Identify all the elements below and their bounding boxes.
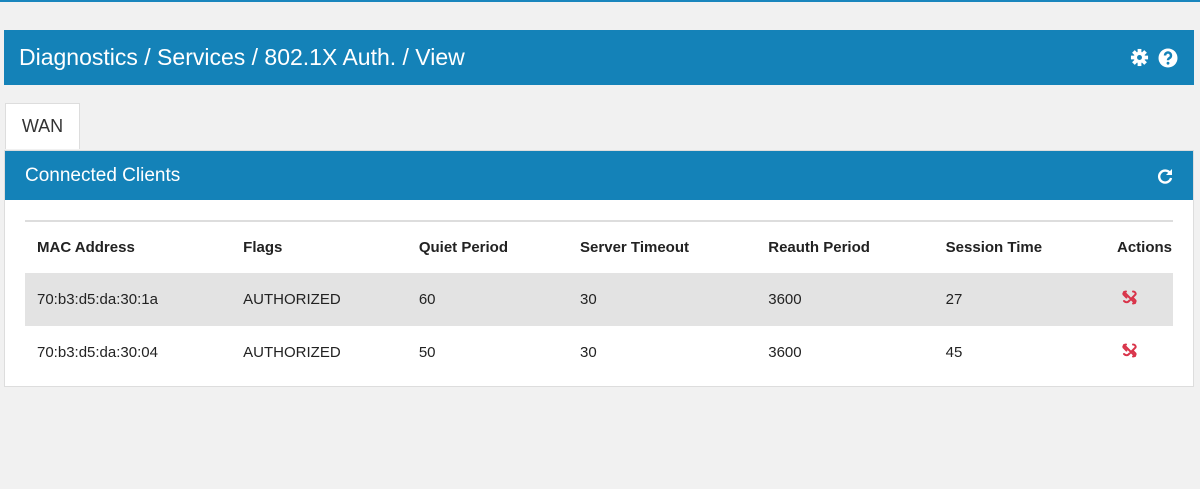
table-cell: 30 xyxy=(580,344,597,361)
column-header: Quiet Period xyxy=(418,239,509,256)
connected-clients-panel: Connected Clients MAC Address Flags Quiet … xyxy=(4,150,1194,387)
table-row: 70:b3:d5:da:30:1a AUTHORIZED 60 30 3600 27 xyxy=(25,273,1173,326)
unlink-icon[interactable] xyxy=(1121,289,1138,306)
top-border xyxy=(0,0,1200,2)
table-cell: 27 xyxy=(933,273,1105,326)
panel-title: Connected Clients xyxy=(25,164,181,186)
refresh-icon[interactable] xyxy=(1157,168,1173,184)
question-circle-icon[interactable] xyxy=(1158,48,1178,68)
table-cell: 70:b3:d5:da:30:1a xyxy=(25,273,232,326)
table-cell: 45 xyxy=(945,344,963,361)
column-header: Reauth Period xyxy=(768,239,870,256)
table-cell: 50 xyxy=(418,344,436,361)
table-cell: AUTHORIZED xyxy=(243,344,341,361)
page-header: Diagnostics / Services / 802.1X Auth. / … xyxy=(4,30,1194,85)
column-header: Session Time xyxy=(945,239,1043,256)
gear-icon[interactable] xyxy=(1130,48,1149,67)
clients-table: MAC Address Flags Quiet Period Server Timeo… xyxy=(25,220,1173,379)
column-header: Server Timeout xyxy=(580,239,689,256)
tab-wan[interactable]: WAN xyxy=(5,103,80,149)
table-cell: 3600 xyxy=(768,344,802,361)
unlink-icon[interactable] xyxy=(1121,342,1138,359)
table-cell: 60 xyxy=(406,273,569,326)
table-cell: 30 xyxy=(568,273,757,326)
table-cell: 3600 xyxy=(756,273,934,326)
table-cell: AUTHORIZED xyxy=(231,273,407,326)
breadcrumb: Diagnostics / Services / 802.1X Auth. / … xyxy=(19,44,465,70)
column-header: Actions xyxy=(1116,239,1172,256)
table-cell: 70:b3:d5:da:30:04 xyxy=(37,344,158,361)
table-row: 70:b3:d5:da:30:04 AUTHORIZED 50 30 3600 45 xyxy=(25,326,1173,379)
column-header: Flags xyxy=(243,239,283,256)
column-header: MAC Address xyxy=(37,239,135,256)
actions-cell xyxy=(1105,326,1173,379)
actions-cell xyxy=(1104,273,1173,326)
